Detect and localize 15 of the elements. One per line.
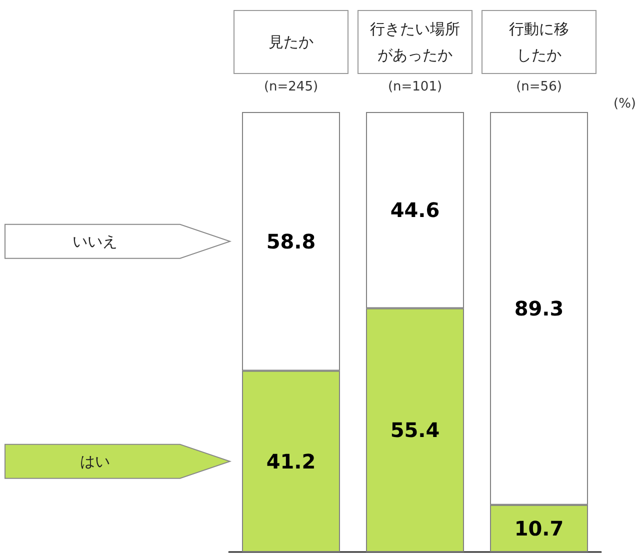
- data-label: 44.6: [390, 198, 440, 222]
- data-label: 89.3: [514, 296, 564, 320]
- data-label: 10.7: [514, 516, 564, 540]
- text: (n=101): [388, 80, 442, 94]
- x-tick-label: 見たか: [268, 33, 314, 51]
- x-tick-label: 行動に移したか: [509, 20, 569, 64]
- x-tick-label: 行きたい場所があったか: [370, 20, 460, 64]
- text: いいえ: [72, 232, 118, 250]
- text: はい: [80, 452, 110, 470]
- data-label: 41.2: [266, 449, 316, 474]
- text: (%): [614, 96, 636, 112]
- data-label: 55.4: [390, 418, 440, 442]
- text: (n=56): [516, 80, 562, 94]
- text: (n=245): [264, 80, 318, 94]
- data-label: 58.8: [266, 229, 316, 254]
